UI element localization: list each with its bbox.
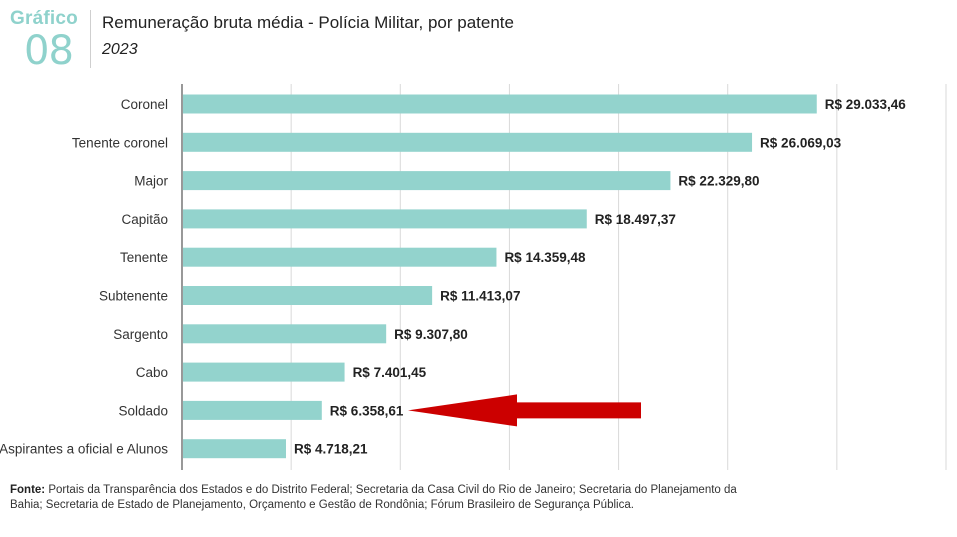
category-label: Subtenente [99,289,168,304]
bar [183,247,497,267]
bar-chart: Coronel R$ 29.033,46 Tenente coronel R$ 26.… [0,84,947,470]
category-label: Sargento [113,327,168,342]
category-label: Cabo [136,365,168,380]
bar [183,171,671,191]
bar [183,400,322,420]
figure-label: Gráfico [10,8,78,29]
bar [183,362,345,382]
bar [183,286,433,305]
chart-subtitle: 2023 [102,41,138,58]
category-label: Coronel [121,97,168,112]
bar [183,94,817,114]
value-label: R$ 26.069,03 [760,135,842,150]
value-label: R$ 11.413,07 [440,289,520,304]
header-divider [90,10,91,68]
category-label: Tenente coronel [72,135,168,150]
category-label: Capitão [121,212,168,227]
value-label: R$ 18.497,37 [595,212,676,227]
bar [183,132,753,152]
category-label: Soldado [118,403,168,418]
value-label: R$ 7.401,45 [353,365,427,380]
value-label: R$ 22.329,80 [678,174,759,189]
source-text: Portais da Transparência dos Estados e d… [10,484,737,511]
value-label: R$ 29.033,46 [825,97,907,112]
bar [183,324,387,344]
value-label: R$ 9.307,80 [394,327,468,342]
source-label: Fonte: [10,484,46,496]
category-label: Major [134,174,168,189]
value-label: R$ 6.358,61 [330,403,404,418]
category-label: Aspirantes a oficial e Alunos [0,442,168,457]
chart-title: Remuneração bruta média - Polícia Milita… [102,13,514,32]
figure-number: 08 [24,28,74,74]
bar [183,209,587,229]
source-note: Fonte: Portais da Transparência dos Esta… [10,483,750,513]
value-label: R$ 14.359,48 [504,250,586,265]
value-label: R$ 4.718,21 [294,442,368,457]
category-label: Tenente [120,250,168,265]
red-arrow-annotation [408,394,641,427]
bar [183,439,286,459]
chart-header: Gráfico 08 Remuneração bruta média - Pol… [0,0,957,80]
